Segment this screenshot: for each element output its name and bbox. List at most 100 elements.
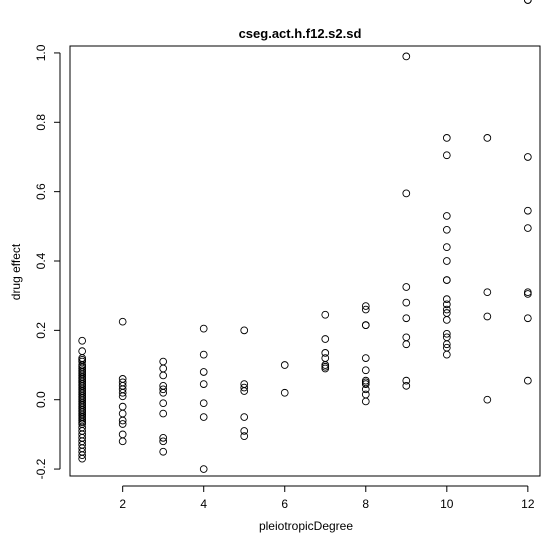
data-point [199,350,208,359]
data-point [159,385,168,394]
data-point [199,465,208,473]
data-point [199,399,208,408]
data-point [78,454,87,463]
data-point [402,333,411,342]
data-point [199,324,208,333]
data-point [523,153,532,161]
data-point [361,302,370,310]
data-point [523,376,532,385]
x-axis: 2 4 6 8 10 12 [119,485,535,511]
data-point [442,243,451,251]
data-point [321,310,330,319]
data-point [118,416,127,425]
data-point [361,390,370,399]
data-point [402,314,411,323]
data-point [240,383,249,392]
data-point [159,447,168,456]
y-tick-label: 0.4 [34,252,48,269]
data-point [199,380,208,388]
data-point [159,371,168,380]
data-point [523,206,532,215]
data-point [240,432,249,440]
data-point [442,295,451,304]
data-point [361,378,370,387]
data-point [118,388,127,397]
data-point [442,305,451,314]
data-point [442,340,451,349]
data-point [523,314,532,323]
data-point [321,364,330,373]
data-point [523,288,532,297]
plot-frame [69,45,541,477]
data-point [240,387,249,395]
data-point [523,290,532,298]
data-point [361,305,370,314]
y-axis-label: drug effect [9,243,23,300]
data-point [483,312,492,321]
data-point [442,257,451,265]
data-point [442,151,451,160]
data-point [321,335,330,343]
data-point [361,354,370,362]
data-point [199,368,208,376]
data-point [483,134,492,142]
data-point [159,437,168,446]
x-axis-label: pleiotropicDegree [259,519,353,533]
data-point [240,427,249,435]
y-tick-label: -0.2 [34,458,48,479]
data-point [361,321,370,330]
data-point [442,134,451,142]
data-point [442,350,451,359]
y-tick-label: 1.0 [34,44,48,61]
data-point [442,276,451,284]
data-point [118,420,127,428]
data-point [442,225,451,234]
plot-points [78,0,532,473]
data-point [118,409,127,418]
data-point [159,357,168,366]
data-point [523,224,532,232]
data-point [118,317,127,326]
data-point [321,362,330,371]
data-point [118,402,127,411]
data-point [402,376,411,385]
y-tick-label: 0.6 [34,183,48,200]
data-point [402,189,411,198]
y-axis: -0.2 0.0 0.2 0.4 0.6 0.8 1.0 [34,44,61,479]
data-point [402,298,411,307]
data-point [240,413,249,421]
x-tick-label: 10 [440,497,454,511]
y-tick-label: 0.8 [34,114,48,131]
data-point [159,399,168,408]
x-tick-label: 8 [362,497,369,511]
data-point [361,380,370,388]
data-point [240,326,249,335]
data-point [159,364,168,373]
data-point [402,52,411,61]
data-point [361,397,370,406]
data-point [361,385,370,394]
data-point [78,336,87,345]
x-tick-label: 4 [200,497,207,511]
x-tick-label: 6 [281,497,288,511]
data-point [118,430,127,439]
data-point [402,381,411,390]
data-point [402,283,411,291]
data-point [442,329,451,338]
data-point [321,354,330,362]
data-point [159,409,168,418]
y-tick-label: 0.2 [34,322,48,339]
data-point [118,392,127,401]
data-point [199,413,208,421]
chart-title: cseg.act.h.f12.s2.sd [239,26,362,41]
data-point [483,395,492,404]
x-tick-label: 2 [119,497,126,511]
y-tick-label: 0.0 [34,391,48,408]
data-point [483,288,492,297]
x-tick-label: 12 [521,497,535,511]
data-point [361,366,370,375]
data-point [321,349,330,357]
data-point [442,212,451,220]
data-point [280,361,289,369]
